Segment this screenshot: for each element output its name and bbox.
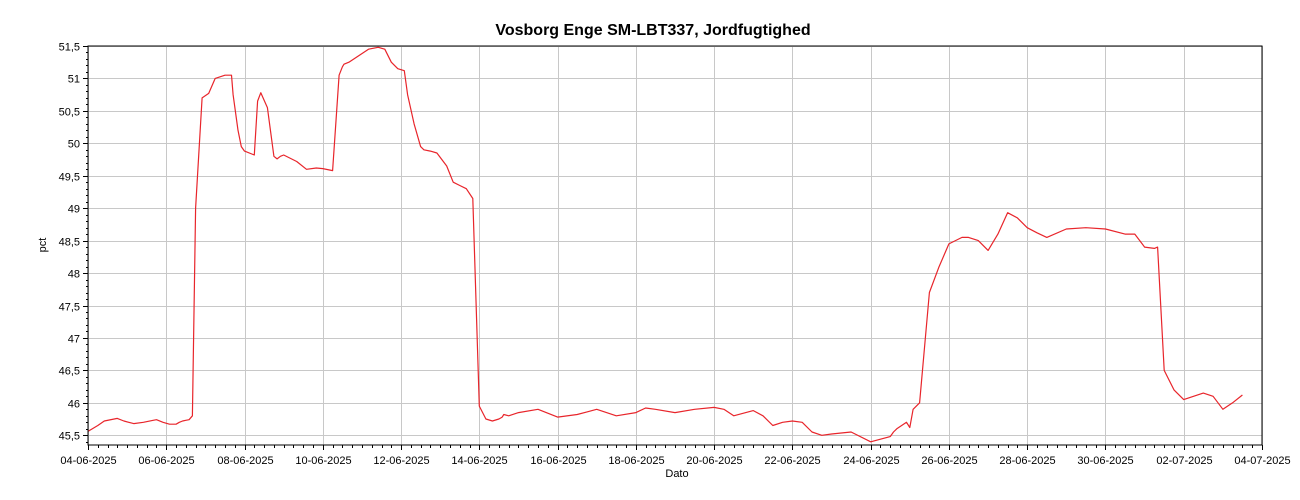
- x-tick-label: 10-06-2025: [295, 455, 351, 467]
- series-group: [87, 46, 1243, 443]
- y-tick-label: 48: [68, 269, 80, 281]
- x-tick-label: 08-06-2025: [217, 455, 273, 467]
- x-tick-label: 02-07-2025: [1156, 455, 1212, 467]
- y-tick-label: 49: [68, 204, 80, 216]
- x-tick-label: 26-06-2025: [921, 455, 977, 467]
- x-tick-label: 24-06-2025: [843, 455, 899, 467]
- y-tick-label: 46,5: [59, 366, 80, 378]
- y-tick-label: 45,5: [59, 431, 80, 443]
- series-line: [87, 46, 1243, 443]
- x-axis-label: Dato: [665, 468, 688, 480]
- chart-title: Vosborg Enge SM-LBT337, Jordfugtighed: [495, 22, 810, 39]
- y-tick-label: 47: [68, 334, 80, 346]
- y-tick-label: 47,5: [59, 302, 80, 314]
- y-axis-label: pct: [37, 238, 49, 253]
- x-tick-label: 22-06-2025: [764, 455, 820, 467]
- y-tick-label: 50,5: [59, 107, 80, 119]
- x-tick-label: 16-06-2025: [530, 455, 586, 467]
- plot-area: [88, 46, 1262, 445]
- y-tick-label: 50: [68, 139, 80, 151]
- x-tick-label: 04-06-2025: [60, 455, 116, 467]
- x-tick-label: 18-06-2025: [608, 455, 664, 467]
- x-tick-label: 28-06-2025: [999, 455, 1055, 467]
- x-axis: 04-06-2025 06-06-2025 08-06-2025 10-06-2025…: [60, 445, 1291, 467]
- x-tick-label: 12-06-2025: [373, 455, 429, 467]
- y-axis: 45,5 46 46,5 47 47,5 48 48,5 49 49,5 50 50,5 51 51,5: [59, 42, 88, 443]
- x-tick-label: 14-06-2025: [451, 455, 507, 467]
- y-tick-label: 51: [68, 74, 80, 86]
- y-tick-label: 46: [68, 399, 80, 411]
- x-tick-label: 04-07-2025: [1234, 455, 1290, 467]
- y-tick-label: 49,5: [59, 172, 80, 184]
- x-tick-label: 06-06-2025: [138, 455, 194, 467]
- x-tick-label: 20-06-2025: [686, 455, 742, 467]
- plot-frame: [87, 45, 1263, 446]
- y-tick-label: 48,5: [59, 237, 80, 249]
- x-tick-label: 30-06-2025: [1077, 455, 1133, 467]
- y-tick-label: 51,5: [59, 42, 80, 54]
